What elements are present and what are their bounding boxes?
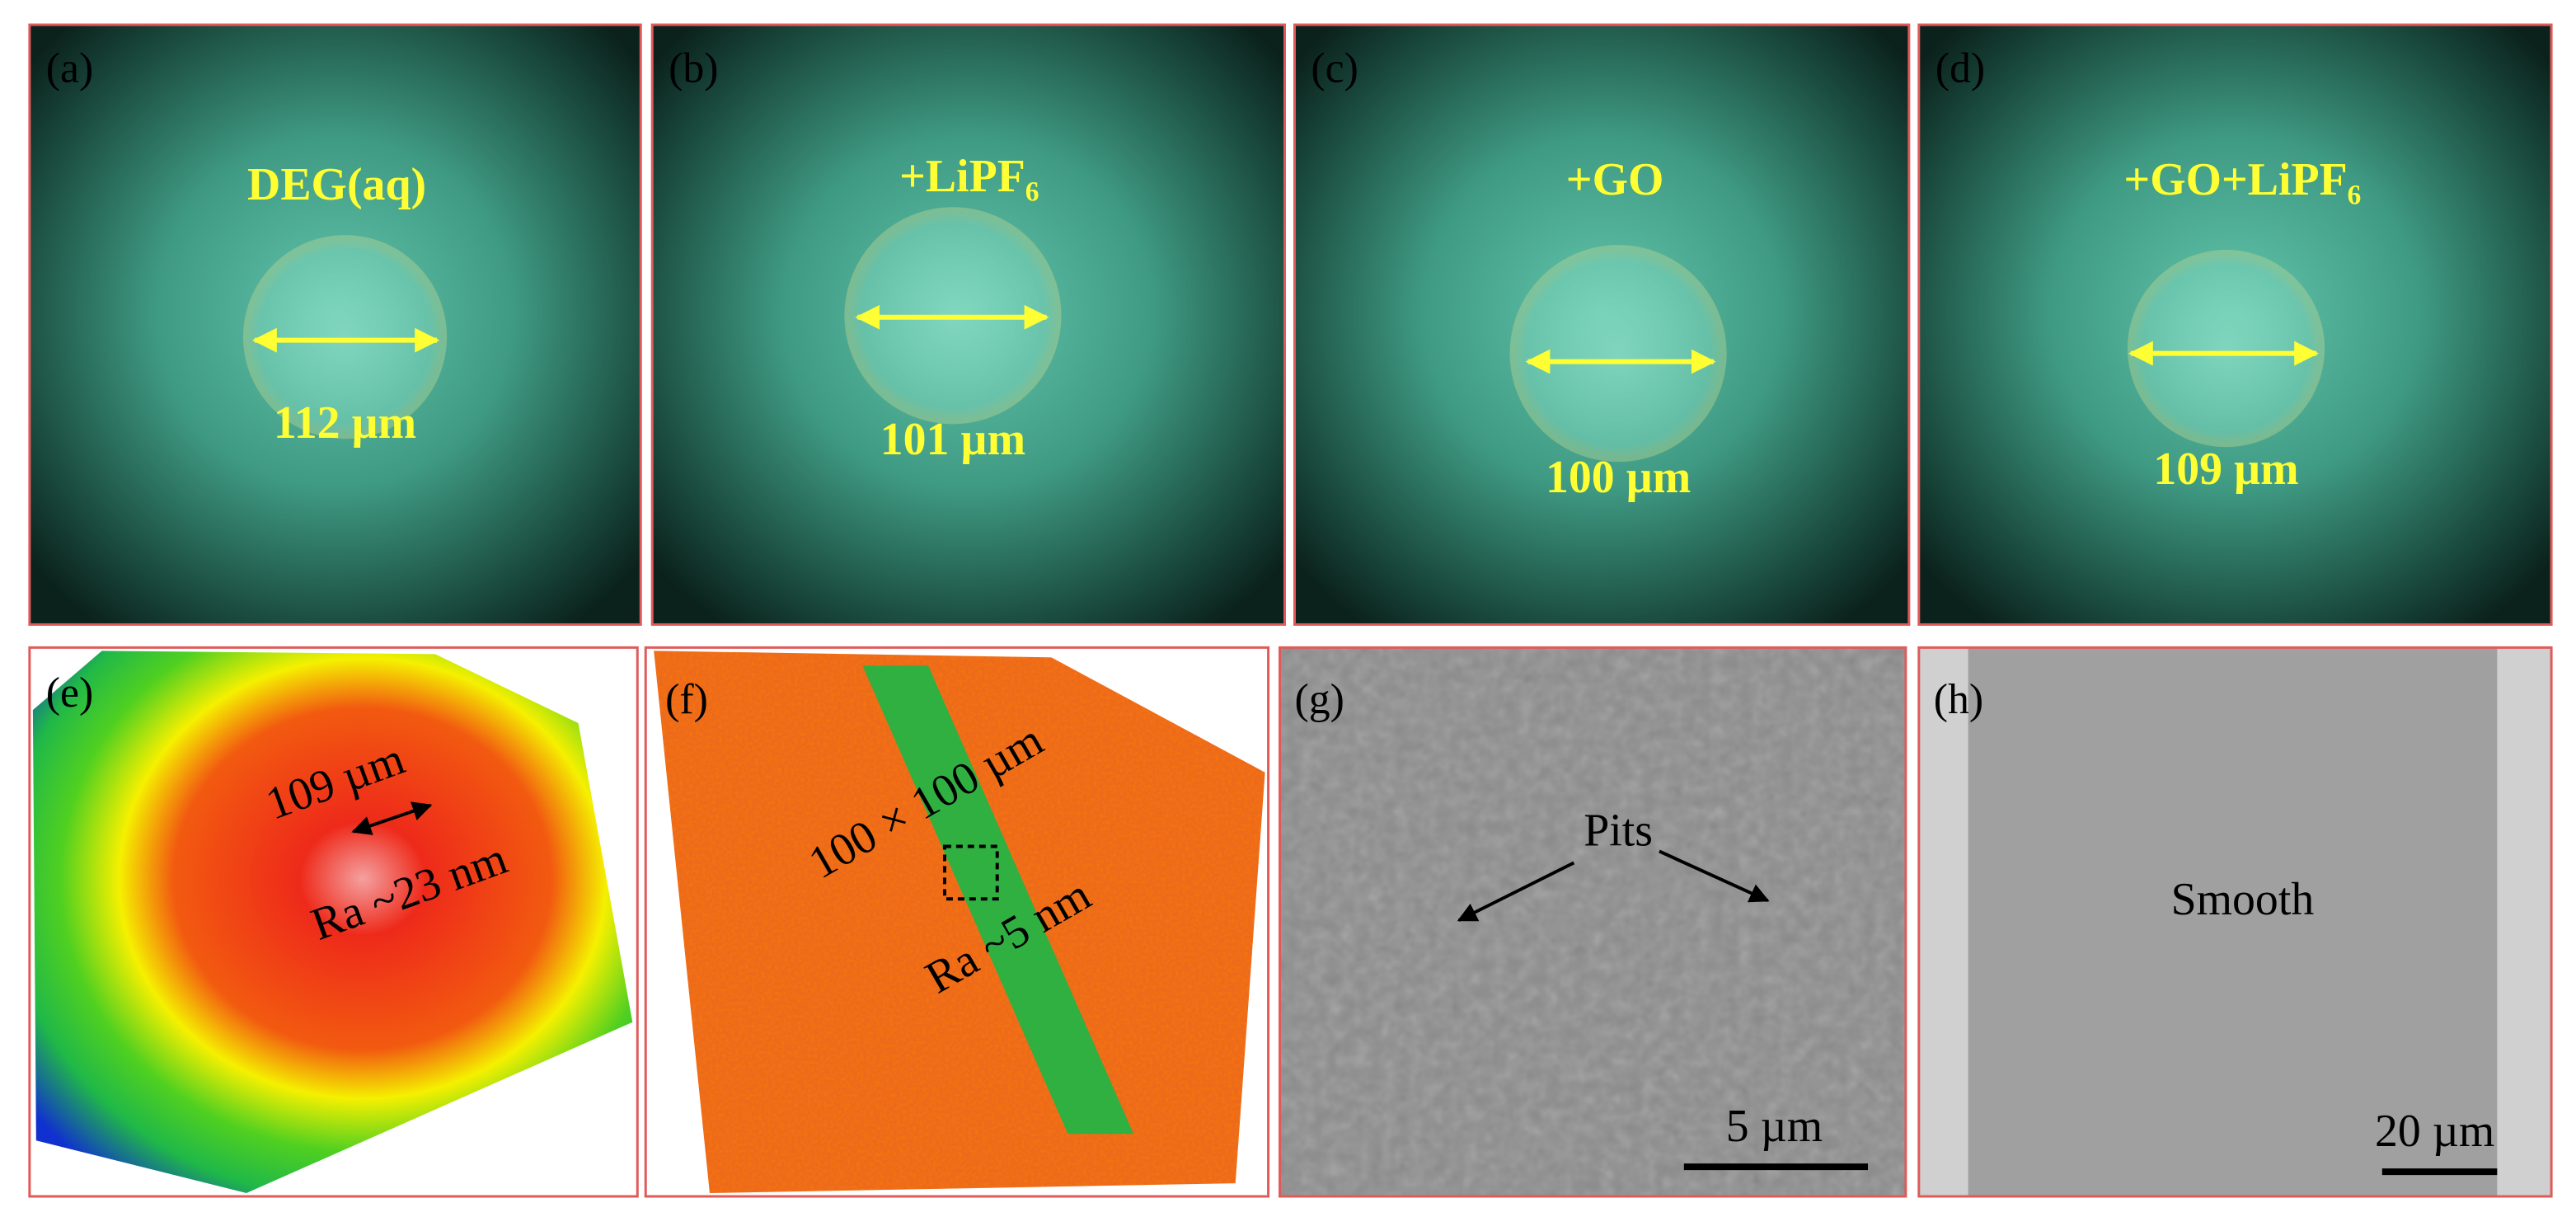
frame <box>28 23 642 626</box>
panel-e: (e) 109 µm Ra ~23 nm <box>28 646 639 1198</box>
feature-label: Pits <box>1584 805 1653 856</box>
panel-label: (d) <box>1936 45 1985 92</box>
arrow <box>1659 849 1770 903</box>
scale-label: 20 µm <box>2375 1106 2494 1157</box>
arrow <box>351 801 433 835</box>
frame <box>1279 646 1907 1198</box>
texture <box>1279 647 1906 1197</box>
texture <box>654 651 1265 1194</box>
scar-size: 100 µm <box>1546 452 1691 503</box>
frame <box>650 23 1287 626</box>
panel-label: (e) <box>46 670 94 717</box>
panel-d: (d) +GO+LiPF₆ 109 µm <box>1917 23 2553 626</box>
edge <box>2497 647 2552 1197</box>
panel-a: (a) DEG(aq) 112 µm <box>28 23 642 626</box>
wear-scar <box>1509 245 1727 463</box>
panel-label: (h) <box>1934 676 1983 723</box>
surface-profile <box>32 651 633 1194</box>
scar-size: 109 µm <box>2153 444 2298 495</box>
panel-label: (b) <box>669 45 718 92</box>
sem-image <box>1918 647 2552 1197</box>
arrow <box>1457 861 1575 922</box>
roi-box <box>942 844 999 901</box>
panel-g: (g) Pits 5 µm <box>1279 646 1907 1198</box>
scale-label: 5 µm <box>1726 1101 1823 1152</box>
frame <box>1917 646 2553 1198</box>
wear-scar <box>2127 250 2325 448</box>
panel-h: (h) Smooth 20 µm <box>1917 646 2553 1198</box>
feature-label: Smooth <box>2171 874 2315 925</box>
panel-b: (b) +LiPF₆ 101 µm <box>650 23 1287 626</box>
panel-c: (c) +GO 100 µm <box>1293 23 1911 626</box>
panel-label: (g) <box>1294 676 1344 723</box>
panel-label: (a) <box>46 45 94 92</box>
sample-title: DEG(aq) <box>247 159 426 210</box>
scar-size: 112 µm <box>274 397 416 449</box>
panel-f: (f) 100 × 100 µm Ra ~5 nm <box>644 646 1270 1198</box>
edge <box>1918 647 1968 1197</box>
panel-label: (c) <box>1311 45 1358 92</box>
sample-title: +LiPF₆ <box>899 151 1039 202</box>
frame <box>644 646 1270 1198</box>
sample-title: +GO+LiPF₆ <box>2123 154 2361 205</box>
sample-title: +GO <box>1566 154 1664 205</box>
frame <box>1293 23 1911 626</box>
scar-size: 101 µm <box>880 414 1025 465</box>
panel-label: (f) <box>665 676 708 723</box>
frame <box>28 646 639 1198</box>
frame <box>1917 23 2553 626</box>
